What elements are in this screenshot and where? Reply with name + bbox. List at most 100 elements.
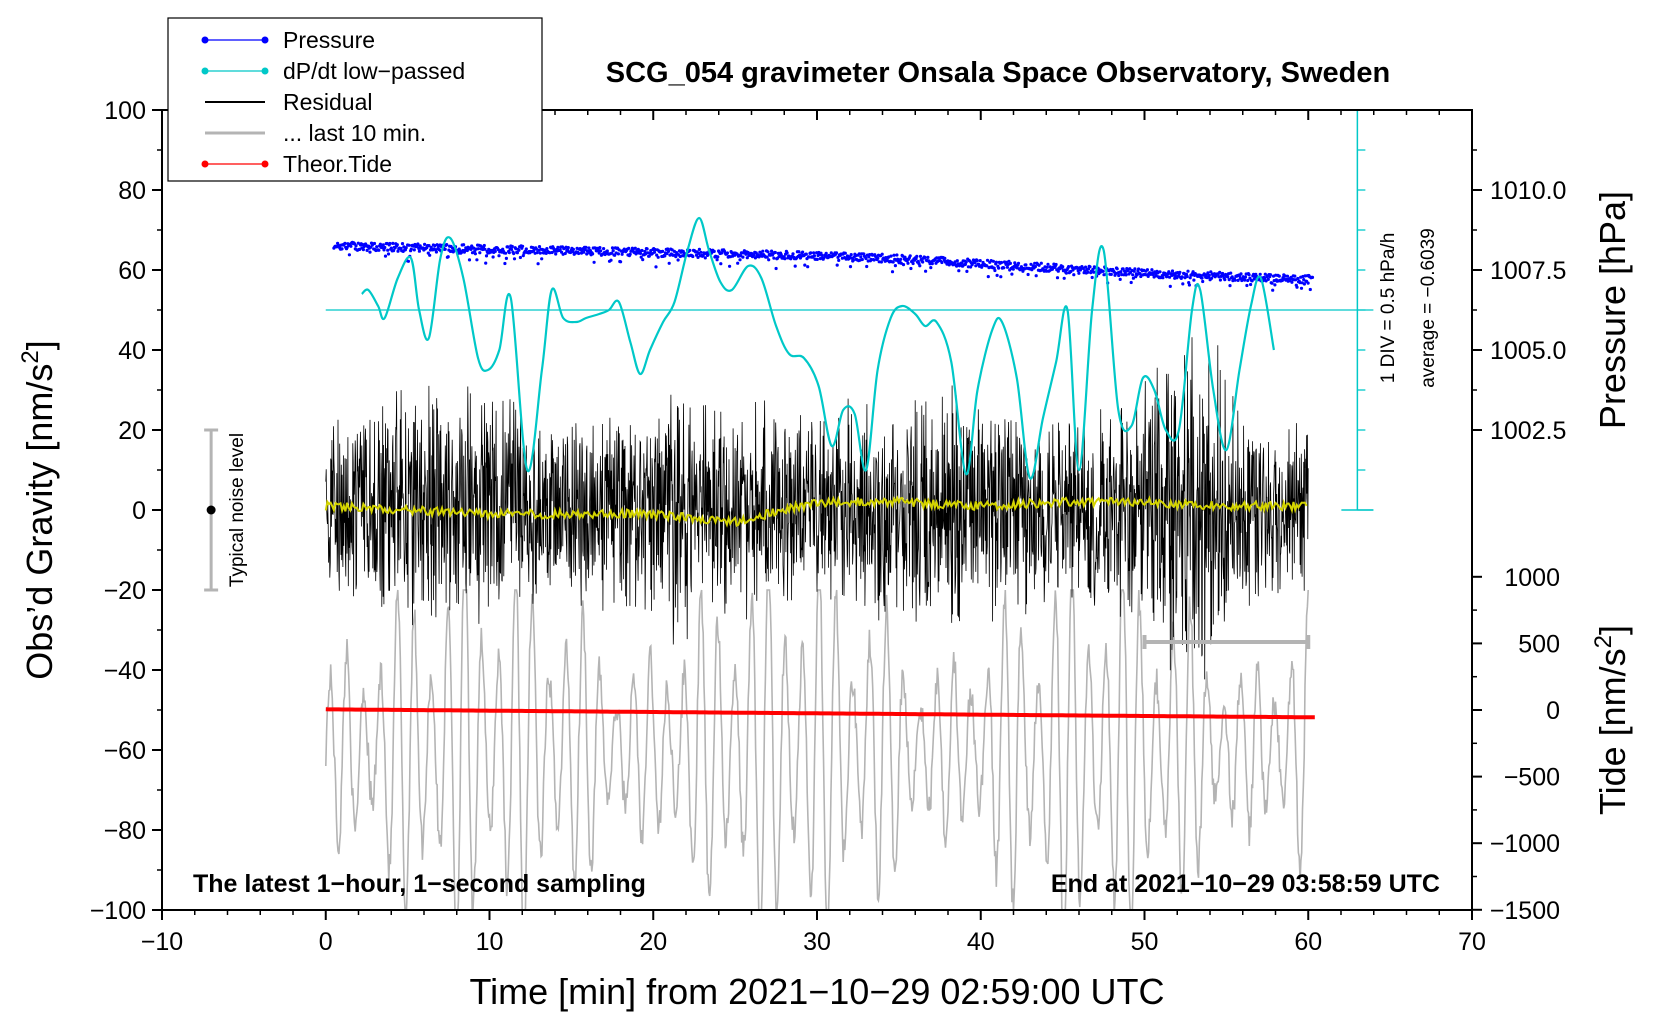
pressure-series — [332, 240, 1315, 292]
pressure-point — [1056, 269, 1060, 273]
pressure-point — [1077, 271, 1081, 275]
series-layer — [324, 110, 1374, 910]
x-tick-label: 40 — [967, 928, 995, 956]
pressure-point — [381, 243, 385, 247]
pressure-point — [536, 262, 540, 266]
pressure-point — [851, 258, 856, 262]
pressure-point — [793, 264, 797, 268]
y-tick-label: 40 — [118, 337, 146, 365]
pressure-point — [699, 250, 703, 254]
pressure-point — [1268, 273, 1273, 277]
pressure-point — [974, 264, 978, 268]
pressure-point — [703, 256, 707, 260]
pressure-point — [1062, 276, 1066, 280]
y-axis-label-left: Obs’d Gravity [nm/s2] — [17, 340, 60, 679]
pressure-point — [1187, 283, 1191, 287]
pressure-point — [1283, 274, 1287, 278]
pressure-point — [728, 264, 732, 268]
pressure-point — [1088, 265, 1092, 269]
pressure-point — [766, 250, 770, 254]
residual-series-line — [325, 337, 1309, 680]
pressure-point — [1161, 276, 1165, 280]
pressure-point — [482, 243, 486, 248]
pressure-point — [1258, 272, 1262, 276]
y-axis-label-left-sup: 2 — [17, 350, 44, 363]
pressure-point — [725, 251, 730, 255]
pressure-point — [639, 255, 643, 259]
pressure-point — [577, 251, 581, 256]
pressure-point — [885, 258, 889, 262]
pressure-point — [633, 246, 637, 250]
pressure-point — [770, 249, 774, 253]
y-axis-label-tide-text: Tide [nm/s — [1592, 648, 1633, 815]
pressure-point — [354, 244, 358, 248]
pressure-point — [899, 257, 903, 261]
dpdt-scale-label: 1 DIV = 0.5 hPa/h — [1378, 233, 1399, 384]
pressure-point — [1290, 280, 1294, 284]
pressure-point — [392, 249, 396, 253]
pressure-point — [404, 246, 408, 250]
pressure-point — [1170, 269, 1175, 273]
pressure-point — [1026, 272, 1030, 277]
pressure-point — [859, 255, 863, 259]
pressure-point — [443, 247, 447, 251]
legend: Pressure dP/dt low−passed Residual ... last… — [167, 17, 543, 182]
pressure-point — [1296, 276, 1300, 281]
pressure-point — [1118, 277, 1122, 281]
pressure-point — [1302, 278, 1306, 282]
pressure-point — [395, 243, 399, 247]
pressure-point — [872, 258, 876, 262]
pressure-point — [1245, 283, 1249, 288]
pressure-point — [1054, 262, 1058, 267]
pressure-point — [667, 261, 671, 265]
pressure-point — [406, 259, 410, 263]
pressure-point — [736, 261, 740, 265]
pressure-point — [1250, 279, 1254, 283]
pressure-point — [1191, 270, 1195, 274]
pressure-point — [1129, 280, 1133, 285]
pressure-tick-label: 1007.5 — [1490, 257, 1566, 285]
pressure-point — [512, 257, 517, 261]
pressure-point — [815, 257, 819, 261]
pressure-point — [1181, 282, 1185, 286]
pressure-point — [423, 242, 427, 246]
pressure-point — [935, 256, 939, 260]
pressure-point — [1131, 273, 1135, 277]
pressure-point — [752, 253, 756, 257]
x-tick-label: 50 — [1131, 928, 1159, 956]
pressure-point — [865, 264, 869, 269]
pressure-point — [985, 258, 990, 262]
pressure-point — [994, 260, 999, 264]
pressure-point — [493, 249, 497, 253]
pressure-point — [386, 252, 391, 256]
pressure-point — [923, 255, 927, 260]
pressure-point — [551, 246, 556, 250]
pressure-point — [936, 259, 940, 263]
pressure-point — [656, 255, 660, 259]
pressure-point — [1139, 274, 1143, 279]
legend-label: Pressure — [283, 27, 375, 53]
pressure-point — [620, 252, 624, 256]
pressure-point — [1236, 278, 1240, 282]
pressure-point — [512, 252, 516, 256]
pressure-point — [611, 249, 615, 253]
pressure-point — [412, 248, 416, 252]
dpdt-series-line — [361, 216, 1275, 480]
pressure-point — [940, 260, 944, 265]
pressure-point — [1246, 278, 1250, 283]
pressure-point — [599, 249, 603, 253]
y-tick-label: −80 — [104, 817, 146, 845]
y-tick-label: −40 — [104, 657, 146, 685]
pressure-point — [537, 245, 542, 249]
noise-bar-center — [206, 505, 216, 515]
pressure-point — [906, 261, 910, 265]
pressure-point — [605, 249, 609, 253]
pressure-point — [835, 263, 839, 267]
pressure-point — [507, 251, 511, 255]
pressure-point — [1150, 268, 1154, 272]
pressure-point — [1308, 287, 1312, 292]
pressure-point — [517, 248, 521, 252]
legend-items: Pressure dP/dt low−passed Residual ... last… — [201, 27, 465, 177]
chart-title: SCG_054 gravimeter Onsala Space Observat… — [606, 57, 1390, 89]
pressure-point — [868, 253, 872, 257]
